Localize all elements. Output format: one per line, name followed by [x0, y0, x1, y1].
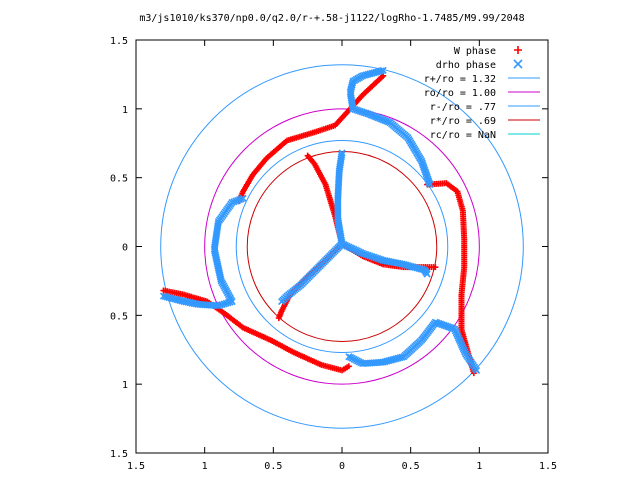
legend: W phase drho phase r+/ro = 1.32 ro/ro = 1.0…: [424, 46, 540, 141]
drho-phase-point: [239, 194, 247, 202]
w-phase-point: [345, 363, 352, 370]
x-tick-label: 1.5: [127, 461, 145, 472]
y-tick-label: 0.5: [110, 174, 128, 185]
y-tick-label: 1.5: [110, 36, 128, 47]
x-tick-label: 1: [202, 461, 208, 472]
y-tick-label: 1: [122, 380, 128, 391]
x-axis: 1.5 1 0.5 0 0.5 1 1.5: [127, 40, 557, 472]
legend-label: r-/ro = .77: [430, 102, 496, 113]
x-tick-label: 1.5: [539, 461, 557, 472]
x-tick-label: 0.5: [402, 461, 420, 472]
legend-label: r*/ro = .69: [430, 116, 496, 127]
drho-phase-point: [237, 195, 245, 203]
drho-phase-point: [473, 366, 481, 374]
drho-phase-point: [338, 149, 346, 157]
drho-phase-point: [338, 151, 346, 159]
legend-label: rc/ro = NaN: [430, 130, 496, 141]
drho-phase-point: [278, 298, 286, 306]
w-phase-point: [275, 315, 282, 322]
y-tick-label: 0: [122, 243, 128, 254]
drho-phase-point: [423, 270, 431, 278]
reference-circles: [160, 64, 524, 429]
circle-r-: [246, 151, 438, 342]
drho-phase-point: [425, 179, 433, 187]
y-tick-label: 1.5: [110, 449, 128, 460]
legend-label: r+/ro = 1.32: [424, 74, 496, 85]
legend-marker-plus: [514, 46, 522, 54]
x-tick-label: 0.5: [264, 461, 282, 472]
y-axis: 1.5 1 0.5 0 0.5 1 1.5: [110, 36, 548, 460]
legend-label: drho phase: [436, 60, 496, 71]
w-phase-point: [432, 264, 439, 271]
y-tick-label: 0.5: [110, 311, 128, 322]
circle-r-: [235, 139, 449, 354]
legend-marker-x: [513, 59, 523, 69]
circle-r-: [160, 64, 524, 429]
chart-title: m3/js1010/ks370/np0.0/q2.0/r-+.58-j1122/…: [139, 13, 524, 24]
x-tick-label: 0: [339, 461, 345, 472]
drho-phase-point: [426, 180, 434, 189]
circle-ro: [204, 108, 480, 385]
x-tick-label: 1: [476, 461, 482, 472]
y-tick-label: 1: [122, 105, 128, 116]
legend-label: ro/ro = 1.00: [424, 88, 496, 99]
w-phase-point: [304, 152, 311, 159]
phase-points: [159, 66, 481, 377]
legend-label: W phase: [454, 46, 496, 57]
